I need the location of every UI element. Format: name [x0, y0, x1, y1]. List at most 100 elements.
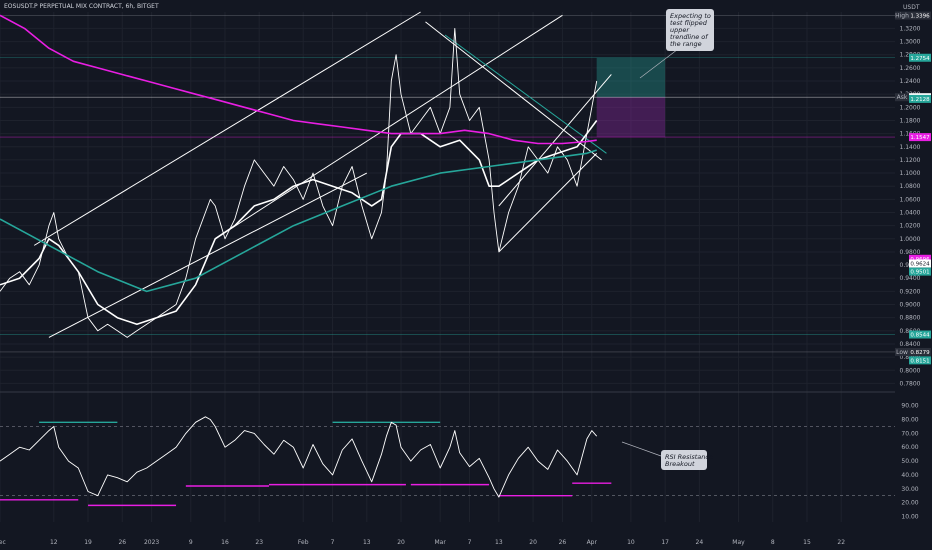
rsi-y-tick-label: 70.00 [901, 430, 918, 437]
rsi-y-tick-label: 30.00 [901, 486, 918, 493]
moving-average-line [0, 149, 597, 293]
x-tick-label: 13 [363, 539, 371, 546]
rsi-y-tick-label: 60.00 [901, 444, 918, 451]
y-axis-label: USDT [903, 4, 920, 11]
price-badge-value: 1.2128 [910, 97, 930, 103]
price-series [0, 14, 598, 338]
y-tick-label: 1.2000 [900, 104, 921, 111]
price-badge-tag: High [895, 13, 909, 20]
x-tick-label: Mar [434, 539, 446, 546]
rsi-y-tick-label: 80.00 [901, 417, 918, 424]
price-badge: High 1.3396 [895, 11, 931, 20]
position-box[interactable] [596, 57, 666, 138]
x-tick-label: 20 [397, 539, 405, 546]
y-tick-label: 0.7800 [900, 380, 921, 387]
note-top-line-2: test flipped [670, 19, 708, 27]
x-tick-label: 26 [559, 539, 567, 546]
y-tick-label: 0.8000 [900, 367, 921, 374]
x-tick-label: 9 [189, 539, 193, 546]
y-tick-label: 1.1200 [900, 157, 921, 164]
price-badge-value: 0.8151 [910, 358, 929, 364]
x-tick-label: Dec [0, 539, 6, 546]
price-badge-bg [909, 11, 931, 20]
price-badge-bg [909, 53, 931, 62]
price-badge-value: 0.8544 [910, 333, 930, 339]
price-badge-value: 0.9501 [910, 270, 929, 276]
x-tick-label: 17 [661, 539, 669, 546]
price-badge: 1.1547 [909, 133, 931, 142]
x-tick-label: 22 [837, 539, 845, 546]
price-badge: 0.9624 [909, 259, 931, 268]
target-zone[interactable] [596, 57, 666, 98]
y-tick-label: 1.1400 [900, 144, 921, 151]
y-tick-label: 1.0000 [900, 236, 921, 243]
y-tick-label: 0.8800 [900, 315, 921, 322]
price-badge-bg [909, 133, 931, 142]
y-tick-label: 1.0600 [900, 196, 921, 203]
y-tick-label: 0.9200 [900, 288, 921, 295]
y-tick-label: 0.8400 [900, 341, 921, 348]
price-badge-bg [909, 267, 931, 276]
price-badge: 0.8544 [909, 330, 931, 339]
rsi-line [0, 416, 598, 498]
trendline[interactable] [444, 34, 607, 154]
y-tick-label: 1.0200 [900, 223, 921, 230]
smoothed-average-line [0, 120, 598, 326]
y-tick-label: 1.3200 [900, 25, 921, 32]
rsi-y-tick-label: 90.00 [901, 403, 918, 410]
note-top-line-4: trendline of [670, 33, 709, 41]
x-tick-label: 2023 [144, 539, 159, 546]
y-tick-label: 1.0400 [900, 210, 921, 217]
price-badge-value: 1.3396 [910, 14, 930, 20]
y-tick-label: 0.9800 [900, 249, 921, 256]
x-tick-label: 10 [627, 539, 635, 546]
x-tick-label: 12 [50, 539, 58, 546]
price-badge-value: 0.8279 [910, 350, 930, 356]
price-badges: High1.33961.2754Ask1.21541.21281.15470.9… [895, 11, 931, 365]
rsi-y-tick-label: 20.00 [901, 500, 918, 507]
y-tick-label: 1.0800 [900, 183, 921, 190]
x-tick-label: 24 [696, 539, 704, 546]
note-top-line-3: upper [670, 26, 690, 34]
x-tick-label: 7 [468, 539, 472, 546]
note-top: Expecting to test flipped upper trendlin… [639, 9, 714, 79]
rsi-y-tick-label: 50.00 [901, 458, 918, 465]
price-badge-tag-bg [895, 347, 909, 356]
rsi-panel [0, 416, 895, 507]
price-badge: 0.9501 [909, 267, 931, 276]
y-tick-label: 1.2600 [900, 65, 921, 72]
stop-zone[interactable] [596, 97, 666, 138]
x-tick-label: 15 [803, 539, 811, 546]
trendline[interactable] [33, 11, 421, 246]
price-badge-tag: Low [896, 349, 908, 356]
price-badge-bg [909, 259, 931, 268]
price-badge: 0.8151 [909, 356, 931, 365]
y-tick-label: 1.3000 [900, 39, 921, 46]
price-badge: Low 0.8279 [895, 347, 931, 356]
price-levels [0, 15, 895, 353]
x-tick-label: May [732, 539, 745, 546]
x-tick-label: Feb [298, 539, 309, 546]
price-line [0, 27, 598, 338]
note-bottom-line-2: Breakout [665, 460, 695, 468]
trendline[interactable] [498, 74, 612, 207]
chart-title: EOSUSDT.P PERPETUAL MIX CONTRACT, 6h, BI… [4, 3, 159, 10]
x-tick-label: 26 [118, 539, 126, 546]
price-badge-bg [909, 356, 931, 365]
note-top-line-5: the range [670, 40, 702, 48]
price-badge-tag: Ask [897, 94, 908, 101]
price-badge-bg [909, 254, 931, 263]
price-badge-tag-bg [895, 11, 909, 20]
x-tick-label: 20 [529, 539, 537, 546]
y-tick-label: 1.2400 [900, 78, 921, 85]
y-tick-label: 1.1800 [900, 117, 921, 124]
price-badge-tag-bg [895, 93, 909, 102]
price-badge-value: 1.1547 [910, 135, 930, 141]
y-tick-label: 1.1000 [900, 170, 921, 177]
note-top-box [666, 9, 714, 51]
x-tick-label: Apr [587, 539, 598, 546]
note-bottom-line-1: RSI Resistance [665, 453, 713, 461]
trendline[interactable] [425, 21, 602, 161]
note-bottom-box [661, 450, 707, 470]
